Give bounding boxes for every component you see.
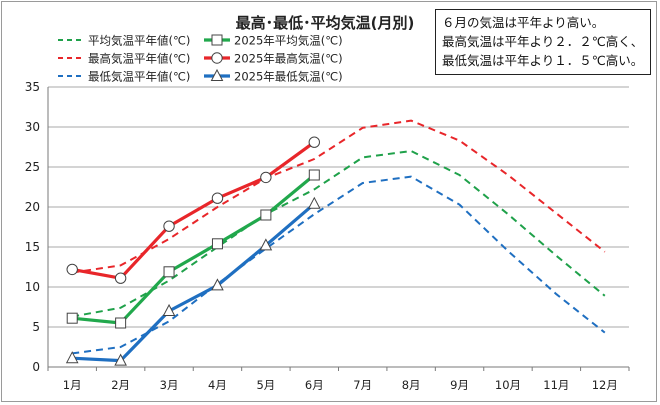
data-point-5: [211, 278, 224, 291]
series-lines: [71, 119, 606, 363]
x-tick-label: 7月: [353, 378, 372, 392]
series-line-3: [71, 140, 316, 280]
x-tick-label: 6月: [305, 378, 324, 392]
y-tick-label: 30: [25, 120, 40, 134]
x-tick-label: 11月: [543, 378, 569, 392]
legend-label-4: 最低気温平年値(℃): [88, 70, 190, 84]
legend-label-5: 2025年最低気温(℃): [234, 70, 343, 84]
legend-label-2: 最高気温平年値(℃): [88, 52, 190, 66]
data-point-3: [163, 220, 175, 232]
data-point-1: [66, 312, 78, 324]
series-line-4: [72, 175, 606, 355]
data-point-1: [260, 209, 272, 221]
y-tick-label: 0: [32, 360, 40, 374]
annotation-line-1: ６月の気温は平年より高い。: [442, 15, 605, 30]
data-point-1: [211, 238, 223, 250]
chart-title: 最高･最低･平均気温(月別): [235, 14, 415, 32]
y-tick-label: 5: [32, 320, 40, 334]
series-markers: [65, 136, 321, 366]
x-tick-label: 12月: [592, 378, 618, 392]
x-tick-label: 2月: [111, 378, 130, 392]
series-line-1: [72, 173, 316, 325]
x-tick-label: 9月: [450, 378, 469, 392]
series-line-0: [72, 150, 606, 318]
data-point-5: [307, 196, 321, 209]
legend-label-1: 2025年平均気温(℃): [234, 34, 343, 48]
series-line-5: [72, 202, 316, 363]
legend-marker-3: [211, 52, 223, 64]
y-tick-label: 15: [25, 240, 40, 254]
annotation-line-3: 最低気温は平年より１．５℃高い。: [442, 53, 644, 68]
annotation-line-2: 最高気温は平年より２．２℃高く、: [442, 34, 644, 49]
y-tick-label: 10: [25, 280, 40, 294]
y-tick-label: 35: [25, 80, 40, 94]
data-point-1: [163, 266, 175, 278]
x-tick-label: 1月: [63, 378, 82, 392]
data-point-5: [65, 351, 79, 364]
x-tick-label: 10月: [495, 378, 521, 392]
grid-lines: [47, 86, 630, 371]
x-tick-label: 4月: [208, 378, 227, 392]
data-point-1: [308, 169, 320, 181]
data-point-3: [114, 272, 127, 284]
x-tick-labels: 1月 2月 3月 4月 5月 6月 7月 8月 9月 10月 11月 12月: [63, 378, 618, 392]
y-tick-label: 20: [25, 200, 40, 214]
data-point-3: [66, 263, 78, 276]
annotation-box: ６月の気温は平年より高い。 最高気温は平年より２．２℃高く、 最低気温は平年より…: [435, 9, 651, 75]
data-point-3: [260, 171, 272, 184]
y-tick-labels: 0 5 10 15 20 25 30 35: [25, 80, 40, 374]
legend: 平均気温平年値(℃) 2025年平均気温(℃) 最高気温平年値(℃) 2025年最高気…: [58, 34, 343, 84]
legend-marker-1: [211, 34, 223, 46]
data-point-1: [115, 317, 127, 329]
legend-label-0: 平均気温平年値(℃): [88, 34, 190, 48]
data-point-5: [162, 303, 176, 316]
data-point-3: [308, 136, 320, 148]
series-line-2: [72, 119, 606, 274]
x-tick-label: 3月: [160, 378, 179, 392]
legend-label-3: 2025年最高気温(℃): [234, 52, 343, 66]
data-point-3: [211, 192, 224, 204]
x-tick-label: 8月: [402, 378, 421, 392]
data-point-5: [259, 238, 273, 251]
y-tick-label: 25: [25, 160, 40, 174]
data-point-5: [114, 353, 127, 366]
x-tick-label: 5月: [256, 378, 275, 392]
legend-marker-5: [210, 68, 224, 81]
